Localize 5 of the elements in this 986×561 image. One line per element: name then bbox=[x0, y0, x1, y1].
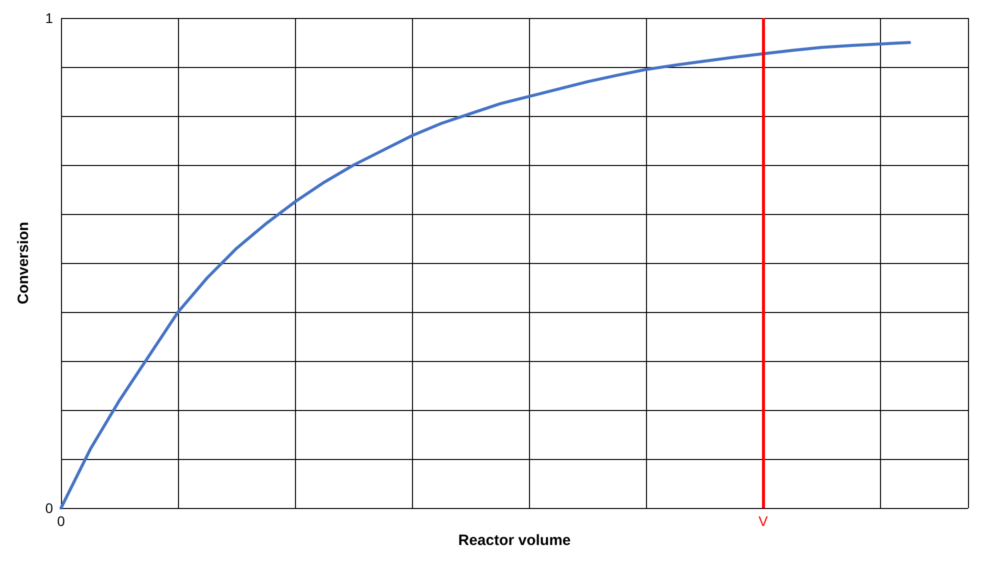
x-tick-label: V bbox=[758, 513, 769, 530]
line-series bbox=[60, 41, 911, 510]
x-axis-title: Reactor volume bbox=[458, 532, 571, 549]
y-axis-title: Conversion bbox=[15, 222, 32, 304]
y-tick-label: 1 bbox=[45, 10, 54, 26]
